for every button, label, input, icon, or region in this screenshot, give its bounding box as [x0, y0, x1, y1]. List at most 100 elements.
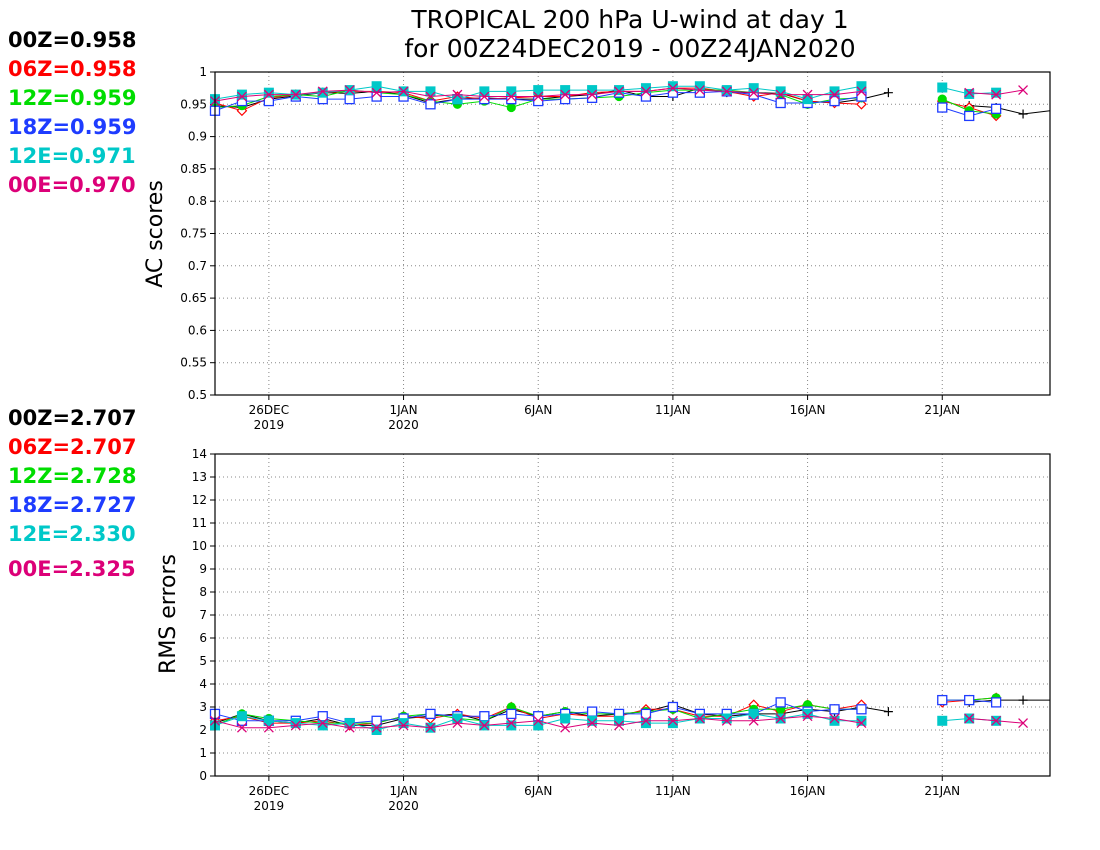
- ac-x-tick-label: 21JAN: [924, 403, 960, 417]
- rms-x-tick-label: 26DEC: [249, 784, 289, 798]
- rms-point-00e: [721, 715, 732, 726]
- ac-point-00e: [290, 89, 301, 100]
- bottom-y-axis-label: RMS errors: [156, 554, 181, 674]
- bottom-legend-00z: 00Z=2.707: [8, 406, 136, 430]
- ac-x-tick-year: 2020: [388, 418, 419, 432]
- ac-point-00e: [775, 89, 786, 100]
- top-legend: 00Z=0.958 06Z=0.958 12Z=0.959 18Z=0.959 …: [8, 28, 136, 197]
- rms-y-tick-label: 2: [199, 723, 207, 737]
- ac-point-12e: [317, 87, 328, 98]
- ac-point-18z: [425, 99, 436, 110]
- ac-point-00e: [829, 89, 840, 100]
- rms-point-18z: [856, 704, 867, 715]
- ac-point-00z: [1018, 109, 1028, 119]
- ac-y-tick-label: 0.85: [180, 162, 207, 176]
- rms-x-tick-label: 21JAN: [924, 784, 960, 798]
- ac-point-12e: [560, 85, 571, 96]
- ac-point-12e: [479, 86, 490, 97]
- ac-point-18z: [775, 97, 786, 109]
- rms-point-18z: [586, 706, 598, 717]
- rms-point-12e: [533, 720, 544, 731]
- ac-x-tick-label: 1JAN: [389, 403, 417, 417]
- rms-point-12e: [587, 715, 598, 726]
- rms-point-00e: [425, 722, 436, 733]
- rms-point-00e: [263, 722, 274, 733]
- ac-series-00e: [210, 83, 1029, 107]
- ac-point-00e: [479, 91, 490, 102]
- rms-point-00e: [479, 720, 490, 731]
- ac-point-12e: [748, 83, 759, 94]
- rms-x-tick-label: 6JAN: [524, 784, 552, 798]
- rms-point-00e: [506, 718, 517, 729]
- ac-point-00e: [263, 89, 274, 100]
- ac-point-12e: [587, 85, 598, 96]
- rms-y-tick-label: 1: [199, 746, 207, 760]
- rms-grid: [215, 454, 1050, 776]
- rms-errors-panel: 0123456789101112131426DEC20191JAN20206JA…: [192, 447, 1051, 813]
- ac-point-00e: [748, 87, 759, 98]
- ac-point-12e: [964, 88, 975, 99]
- rms-point-12e: [640, 718, 651, 729]
- ac-point-06z: [856, 98, 867, 110]
- rms-point-12e: [290, 718, 301, 729]
- ac-point-18z: [990, 103, 1002, 114]
- rms-point-00e: [856, 718, 867, 729]
- ac-point-18z: [533, 95, 544, 107]
- ac-point-12e: [856, 81, 867, 92]
- rms-point-00e: [667, 715, 678, 726]
- rms-point-12e: [829, 715, 840, 726]
- rms-point-12e: [856, 715, 867, 726]
- rms-point-18z: [425, 708, 436, 720]
- ac-point-12e: [937, 82, 948, 93]
- ac-y-tick-label: 0.95: [180, 97, 207, 111]
- rms-point-00e: [991, 715, 1002, 726]
- ac-x-tick-label: 6JAN: [524, 403, 552, 417]
- ac-point-12e: [667, 81, 678, 92]
- ac-point-00e: [371, 87, 382, 98]
- rms-point-12e: [398, 718, 409, 729]
- rms-y-tick-label: 3: [199, 700, 207, 714]
- rms-point-18z: [533, 711, 544, 722]
- ac-x-tick-label: 26DEC: [249, 403, 289, 417]
- ac-point-00e: [856, 86, 867, 97]
- ac-point-12e: [775, 86, 786, 97]
- ac-line-00z: [969, 105, 1051, 115]
- rms-series-00e: [210, 711, 1029, 733]
- rms-point-12e: [748, 708, 759, 719]
- rms-point-12e: [721, 713, 732, 724]
- ac-point-12e: [640, 83, 651, 94]
- rms-point-00e: [371, 722, 382, 733]
- ac-point-12e: [721, 85, 732, 96]
- rms-point-18z: [775, 697, 786, 708]
- chart-title-line2: for 00Z24DEC2019 - 00Z24JAN2020: [404, 34, 855, 63]
- rms-point-12e: [560, 713, 571, 724]
- ac-point-00e: [452, 89, 463, 100]
- rms-y-tick-label: 7: [199, 608, 207, 622]
- rms-point-00e: [560, 722, 571, 733]
- rms-x-tick-year: 2019: [254, 799, 285, 813]
- ac-point-00e: [587, 89, 598, 100]
- ac-grid: [215, 72, 1050, 395]
- rms-point-18z: [964, 694, 975, 706]
- rms-point-00e: [964, 713, 975, 724]
- rms-point-18z: [506, 708, 517, 720]
- ac-point-18z: [344, 93, 355, 105]
- rms-plot-frame: [214, 453, 1051, 777]
- ac-point-12e: [829, 86, 840, 97]
- rms-y-tick-label: 6: [199, 631, 207, 645]
- ac-point-12e: [533, 85, 544, 96]
- rms-point-00e: [802, 711, 813, 722]
- rms-point-12e: [371, 725, 382, 735]
- top-legend-00z: 00Z=0.958: [8, 28, 136, 52]
- rms-point-18z: [990, 697, 1002, 708]
- ac-y-tick-label: 0.6: [188, 323, 207, 337]
- rms-point-00e: [236, 722, 247, 733]
- rms-point-12e: [937, 715, 948, 726]
- rms-point-12e: [506, 720, 517, 731]
- rms-y-tick-label: 13: [192, 470, 207, 484]
- bottom-legend-12e: 12E=2.330: [8, 522, 136, 546]
- rms-point-00e: [614, 720, 624, 731]
- rms-point-12e: [667, 718, 678, 729]
- rms-point-00e: [452, 718, 463, 729]
